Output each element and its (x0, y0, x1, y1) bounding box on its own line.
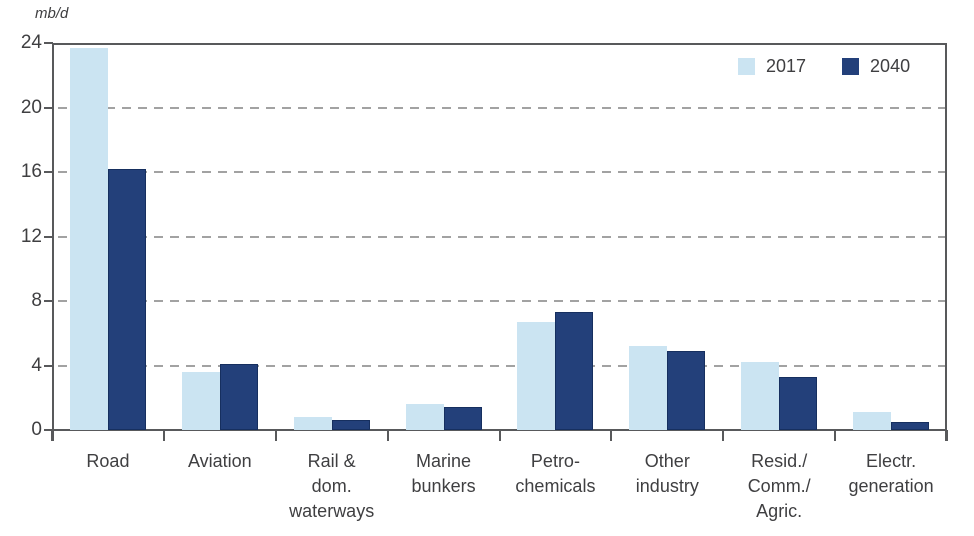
gridline (58, 300, 945, 302)
legend-swatch-2017 (738, 58, 755, 75)
bar-marine-bunkers-2017 (405, 404, 444, 430)
y-tick (44, 106, 53, 109)
y-tick-label: 0 (31, 419, 42, 440)
x-tick (498, 430, 501, 441)
y-tick (44, 42, 53, 44)
category-label-other-industry: Other industry (635, 451, 699, 496)
gridline (58, 364, 945, 367)
category-label-rail-dom-waterways: Rail & dom. waterways (289, 451, 375, 521)
bar-road-2040 (107, 168, 146, 430)
y-tick-label: 8 (31, 290, 42, 311)
bar-rail-dom-waterways-2040 (331, 420, 370, 430)
category-label-electr-generation: Electr. generation (848, 451, 934, 496)
gridline (58, 171, 945, 173)
bar-petro-chemicals-2040 (555, 312, 594, 430)
legend-item-2017: 2017 (738, 56, 806, 77)
x-tick (162, 430, 165, 441)
bar-electr-generation-2017 (853, 412, 892, 430)
x-tick (386, 430, 389, 441)
y-tick-label: 4 (31, 354, 42, 376)
y-tick (44, 171, 53, 173)
x-tick (274, 430, 277, 441)
x-tick (834, 430, 837, 441)
category-label-resid-comm-agric: Resid./Comm./Agric. (747, 451, 811, 521)
legend-label-2040: 2040 (870, 56, 911, 76)
x-tick (946, 430, 948, 441)
bar-marine-bunkers-2040 (443, 407, 482, 430)
y-tick-label: 24 (20, 32, 42, 53)
plot-border-right (945, 43, 947, 441)
bar-aviation-2040 (219, 363, 258, 430)
bar-other-industry-2040 (667, 350, 706, 430)
plot-border-top (52, 43, 947, 45)
x-tick (722, 430, 725, 441)
bar-rail-dom-waterways-2017 (293, 417, 332, 430)
x-tick (610, 430, 613, 441)
y-tick (44, 235, 53, 238)
bar-petro-chemicals-2017 (517, 321, 556, 430)
bar-resid-comm-agric-2017 (741, 362, 780, 430)
y-axis-line (52, 43, 54, 441)
category-label-aviation: Aviation (187, 451, 252, 471)
x-tick (51, 430, 53, 441)
y-tick (44, 300, 53, 302)
legend-item-2040: 2040 (842, 56, 910, 77)
category-label-road: Road (86, 451, 130, 471)
bar-resid-comm-agric-2040 (779, 376, 818, 430)
legend: 2017 2040 (738, 56, 910, 77)
y-tick (44, 364, 53, 367)
legend-label-2017: 2017 (766, 56, 807, 76)
y-tick-label: 12 (20, 225, 42, 247)
y-tick (44, 429, 53, 431)
y-axis-unit-label: mb/d (35, 5, 69, 22)
category-label-marine-bunkers: Marine bunkers (411, 451, 476, 496)
bar-electr-generation-2040 (891, 421, 930, 430)
bar-other-industry-2017 (629, 346, 668, 430)
bar-road-2017 (69, 47, 108, 430)
y-tick-label: 20 (20, 96, 42, 118)
legend-swatch-2040 (842, 58, 860, 75)
gridline (58, 106, 945, 109)
bar-aviation-2017 (181, 371, 220, 430)
y-tick-label: 16 (20, 161, 42, 182)
gridline (58, 235, 945, 238)
category-label-petro-chemicals: Petro-chemicals (515, 451, 596, 496)
